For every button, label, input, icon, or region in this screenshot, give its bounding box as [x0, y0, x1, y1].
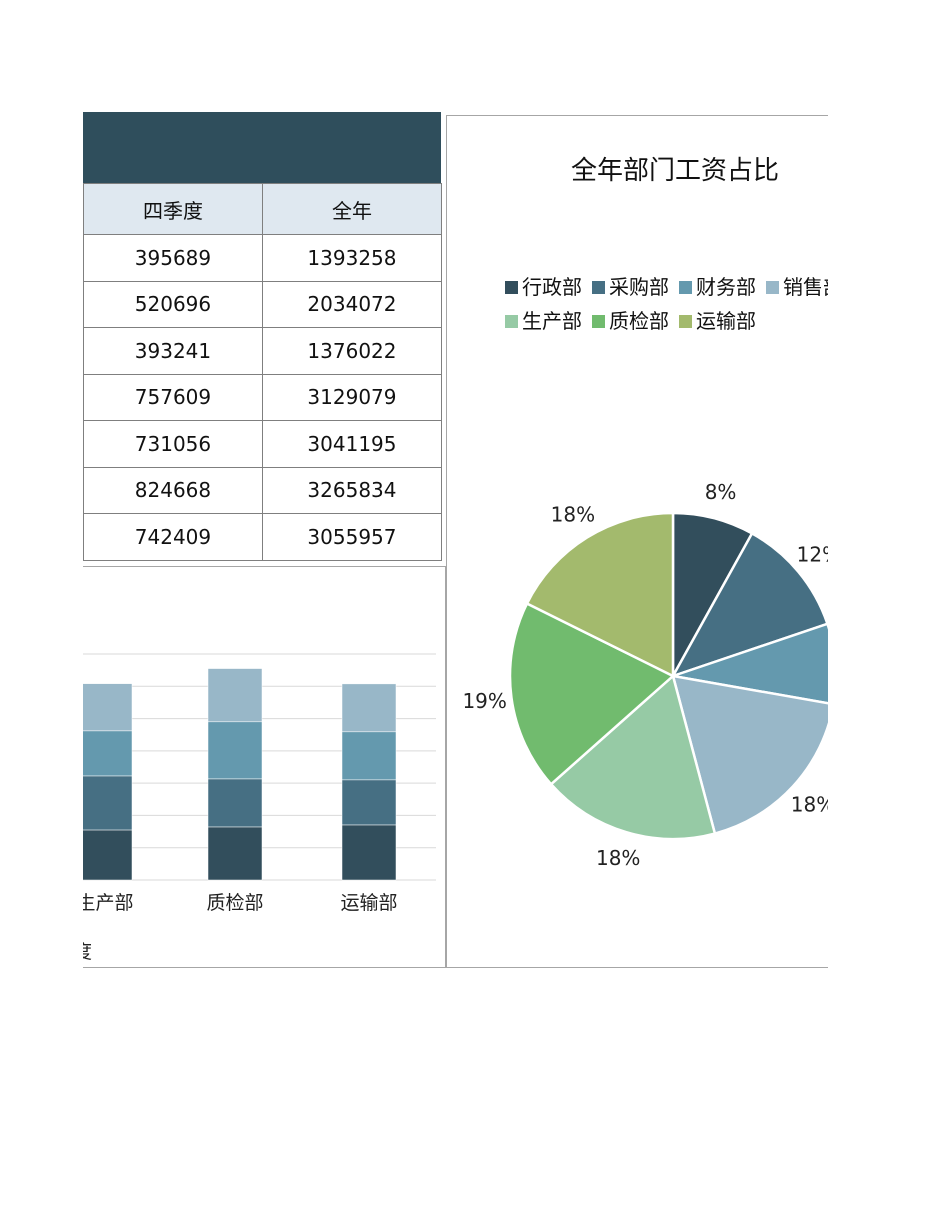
table-row: 393241 1376022	[83, 327, 443, 375]
table-cell[interactable]: 1376022	[261, 327, 443, 375]
pie-slice[interactable]	[672, 622, 828, 705]
table-header-row: 四季度 全年	[83, 183, 443, 235]
legend-fragment: 度	[83, 941, 92, 963]
legend-item[interactable]: 质检部	[592, 304, 669, 338]
pie-legend: 行政部 采购部 财务部 销售部生产部 质检部 运输部	[505, 270, 828, 338]
table-cell[interactable]: 2034072	[261, 280, 443, 328]
bar-segment[interactable]	[83, 775, 133, 831]
legend-label: 生产部	[522, 309, 582, 333]
bar-chart-svg: 生产部 质检部 运输部度	[83, 653, 436, 963]
salary-table: 四季度 全年 395689 1393258 520696 2034072 393241 13…	[83, 183, 443, 561]
legend-item[interactable]: 运输部	[679, 304, 756, 338]
bar-segment[interactable]	[83, 730, 133, 777]
table-cell[interactable]: 3055957	[261, 513, 443, 561]
table-cell[interactable]: 3129079	[261, 373, 443, 421]
legend-item[interactable]: 采购部	[592, 270, 669, 304]
legend-swatch	[679, 281, 692, 294]
legend-label: 运输部	[696, 309, 756, 333]
bar-segment[interactable]	[341, 731, 397, 781]
pie-slice[interactable]	[549, 673, 717, 841]
table-cell[interactable]: 824668	[83, 466, 263, 514]
x-tick-label: 运输部	[340, 892, 397, 914]
legend-row: 生产部 质检部 运输部	[505, 304, 828, 338]
column-header: 全年	[261, 183, 443, 235]
table-row: 824668 3265834	[83, 466, 443, 514]
legend-swatch	[505, 281, 518, 294]
bar-segment[interactable]	[341, 683, 397, 733]
pie-data-label: 18%	[551, 503, 595, 527]
table-cell[interactable]: 3265834	[261, 466, 443, 514]
pie-data-label: 12%	[797, 542, 828, 566]
pie-chart[interactable]: 全年部门工资占比 行政部采购部财务部销售部生产部质检部运输部 8%12%8%18…	[446, 115, 828, 968]
legend-row: 行政部 采购部 财务部 销售部	[505, 270, 828, 304]
pie-data-label: 18%	[791, 792, 828, 816]
column-header: 四季度	[83, 183, 263, 235]
pie-data-label: 18%	[596, 846, 640, 870]
table-row: 742409 3055957	[83, 513, 443, 561]
pie-svg: 8%12%8%18%18%19%18%	[462, 480, 828, 870]
legend-label: 质检部	[609, 309, 669, 333]
bar-segment[interactable]	[207, 778, 263, 828]
bar-segment[interactable]	[207, 721, 263, 780]
legend-item[interactable]: 财务部	[679, 270, 756, 304]
legend-item[interactable]: 生产部	[505, 304, 582, 338]
title-bar	[83, 112, 441, 183]
pie-slice[interactable]	[671, 674, 828, 836]
bar-segment[interactable]	[341, 779, 397, 826]
bar-segment[interactable]	[341, 824, 397, 881]
table-cell[interactable]: 1393258	[261, 234, 443, 282]
legend-item[interactable]: 销售部	[766, 270, 828, 304]
stacked-bar-chart[interactable]: 生产部 质检部 运输部度	[83, 566, 446, 968]
bar-segment[interactable]	[83, 829, 133, 881]
pie-chart-title: 全年部门工资占比	[570, 156, 779, 186]
bar-segment[interactable]	[207, 668, 263, 723]
x-tick-label: 质检部	[206, 892, 263, 914]
legend-swatch	[592, 315, 605, 328]
legend-swatch	[592, 281, 605, 294]
pie-slice[interactable]	[508, 601, 676, 786]
table-cell[interactable]: 731056	[83, 420, 263, 468]
legend-label: 财务部	[696, 275, 756, 299]
legend-label: 销售部	[783, 275, 828, 299]
pie-slice[interactable]	[525, 511, 675, 679]
table-cell[interactable]: 3041195	[261, 420, 443, 468]
legend-swatch	[505, 315, 518, 328]
legend-label: 采购部	[609, 275, 669, 299]
legend-label: 行政部	[522, 275, 582, 299]
table-cell[interactable]: 520696	[83, 280, 263, 328]
table-row: 731056 3041195	[83, 420, 443, 468]
legend-item[interactable]: 行政部	[505, 270, 582, 304]
legend-swatch	[766, 281, 779, 294]
table-cell[interactable]: 757609	[83, 373, 263, 421]
table-row: 757609 3129079	[83, 373, 443, 421]
bar-segment[interactable]	[207, 826, 263, 881]
table-cell[interactable]: 393241	[83, 327, 263, 375]
pie-slice[interactable]	[670, 531, 828, 679]
legend-swatch	[679, 315, 692, 328]
pie-data-label: 8%	[705, 480, 737, 504]
table-cell[interactable]: 742409	[83, 513, 263, 561]
x-tick-label: 生产部	[83, 892, 134, 914]
table-cell[interactable]: 395689	[83, 234, 263, 282]
pie-data-label: 19%	[462, 689, 506, 713]
bar-segment[interactable]	[83, 683, 133, 732]
table-row: 395689 1393258	[83, 234, 443, 282]
table-row: 520696 2034072	[83, 280, 443, 328]
